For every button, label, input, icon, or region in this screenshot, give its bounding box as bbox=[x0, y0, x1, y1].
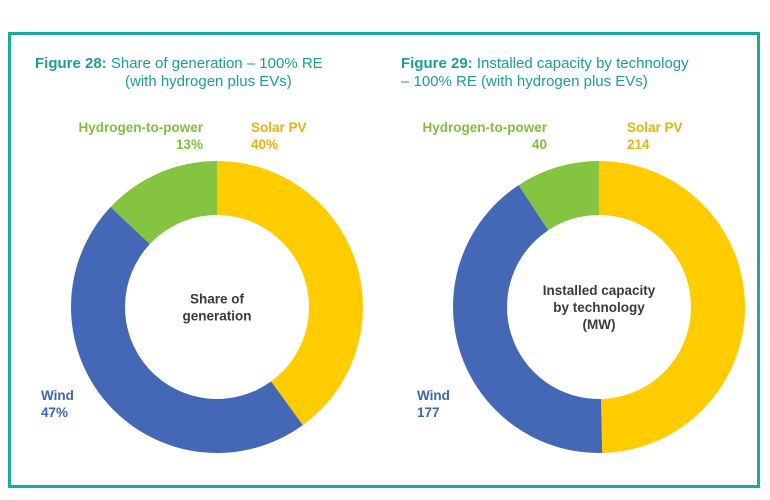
figure-28-title-line1: Share of generation – 100% RE bbox=[110, 55, 323, 72]
fig29-hydrogen-name: Hydrogen-to-power bbox=[422, 120, 548, 135]
fig28-donut-chart: Share of generation bbox=[70, 161, 363, 454]
figure-28-panel: Figure 28: Share of generation – 100% RE… bbox=[11, 35, 386, 491]
fig29-wind-name: Wind bbox=[417, 388, 450, 403]
fig29-wind-label: Wind 177 bbox=[417, 387, 450, 421]
fig28-wind-name: Wind bbox=[41, 388, 74, 403]
fig29-solar-label: Solar PV 214 bbox=[627, 119, 683, 153]
figure-28-number: Figure 28: bbox=[35, 55, 107, 72]
fig29-solar-value: 214 bbox=[627, 137, 650, 152]
fig28-solar-value: 40% bbox=[251, 137, 279, 152]
fig29-wind-value: 177 bbox=[417, 405, 440, 420]
fig28-solar-label: Solar PV 40% bbox=[251, 119, 307, 153]
fig28-wind-label: Wind 47% bbox=[41, 387, 74, 421]
figure-frame: Figure 28: Share of generation – 100% RE… bbox=[8, 32, 760, 488]
fig28-solar-slice bbox=[217, 161, 363, 426]
figure-29-title: Figure 29: Installed capacity by technol… bbox=[401, 55, 746, 91]
fig29-center-label-line-3: (MW) bbox=[583, 317, 616, 332]
fig28-center-label-line-1: Share of bbox=[190, 292, 245, 307]
figure-28-title-line2: (with hydrogen plus EVs) bbox=[125, 73, 292, 90]
fig29-hydrogen-slice bbox=[518, 161, 599, 231]
figure-29-title-line1: Installed capacity by technology bbox=[476, 55, 689, 72]
fig28-hydrogen-label: Hydrogen-to-power 13% bbox=[63, 119, 204, 153]
fig29-hydrogen-value: 40 bbox=[531, 137, 547, 152]
fig28-wind-value: 47% bbox=[41, 405, 69, 420]
fig29-hydrogen-label: Hydrogen-to-power 40 bbox=[407, 119, 548, 153]
figure-28-title: Figure 28: Share of generation – 100% RE… bbox=[35, 55, 380, 91]
fig28-center-label-line-2: generation bbox=[182, 309, 251, 324]
fig28-hydrogen-slice bbox=[110, 161, 217, 245]
fig29-center-label-line-2: by technology bbox=[553, 300, 645, 315]
fig29-solar-name: Solar PV bbox=[627, 120, 683, 135]
fig29-donut-chart: Installed capacity by technology (MW) bbox=[453, 161, 745, 453]
figure-29-title-line2: – 100% RE (with hydrogen plus EVs) bbox=[401, 73, 648, 90]
fig29-center-label-line-1: Installed capacity bbox=[543, 283, 656, 298]
fig29-solar-slice bbox=[599, 161, 745, 453]
fig28-solar-name: Solar PV bbox=[251, 120, 307, 135]
fig29-wind-slice bbox=[453, 185, 603, 453]
fig28-hydrogen-value: 13% bbox=[175, 137, 203, 152]
figure-29-panel: Figure 29: Installed capacity by technol… bbox=[395, 35, 770, 491]
fig28-wind-slice bbox=[70, 207, 303, 454]
figure-29-number: Figure 29: bbox=[401, 55, 473, 72]
fig28-hydrogen-name: Hydrogen-to-power bbox=[78, 120, 204, 135]
